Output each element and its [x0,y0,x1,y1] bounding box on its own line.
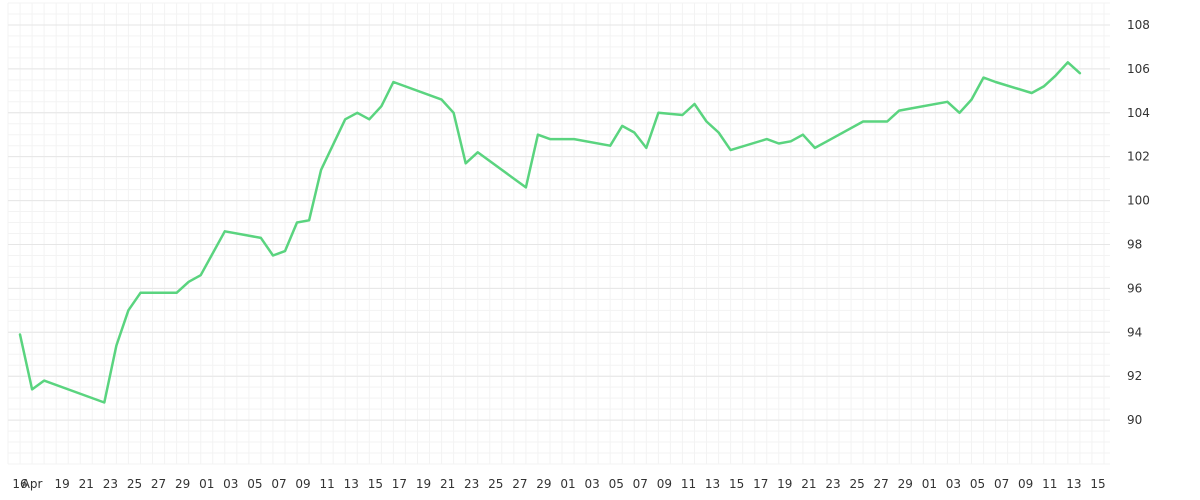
x-tick-label: 15 [368,477,383,491]
x-tick-label: 03 [584,477,599,491]
x-tick-label: 29 [898,477,913,491]
x-tick-label: 11 [320,477,335,491]
x-tick-label: 21 [440,477,455,491]
x-tick-label: 17 [753,477,768,491]
x-tick-label: 03 [946,477,961,491]
y-tick-label: 94 [1127,325,1142,339]
x-tick-label: 29 [175,477,190,491]
x-tick-label: 27 [512,477,527,491]
x-tick-label: 13 [1066,477,1081,491]
x-tick-label: 15 [1090,477,1105,491]
x-tick-label: 01 [199,477,214,491]
x-tick-label: 05 [247,477,262,491]
major-gridlines [8,24,1110,421]
y-tick-label: 102 [1127,150,1150,164]
x-tick-label: 19 [55,477,70,491]
x-tick-label: 25 [488,477,503,491]
x-tick-label: Apr [22,477,43,491]
x-tick-label: 23 [825,477,840,491]
x-tick-label: 05 [970,477,985,491]
x-tick-label: 27 [151,477,166,491]
x-tick-label: 27 [874,477,889,491]
series-line [18,61,1082,404]
x-tick-label: 11 [1042,477,1057,491]
x-tick-label: 19 [416,477,431,491]
y-tick-label: 96 [1127,281,1142,295]
x-tick-label: 29 [536,477,551,491]
x-tick-label: 21 [79,477,94,491]
y-axis: 90 92 94 96 98 100 102 104 106 108 [1127,18,1150,427]
x-tick-label: 25 [849,477,864,491]
x-tick-label: 09 [657,477,672,491]
y-tick-label: 92 [1127,369,1142,383]
series-layer [18,61,1082,404]
y-tick-label: 108 [1127,18,1150,32]
x-tick-label: 23 [464,477,479,491]
x-tick-label: 07 [994,477,1009,491]
x-tick-label: 15 [729,477,744,491]
x-tick-label: 25 [127,477,142,491]
x-tick-label: 13 [344,477,359,491]
x-tick-label: 17 [392,477,407,491]
x-tick-label: 01 [922,477,937,491]
x-tick-label: 05 [609,477,624,491]
x-tick-label: 13 [705,477,720,491]
x-tick-label: 09 [295,477,310,491]
y-tick-label: 106 [1127,62,1150,76]
x-tick-label: 19 [777,477,792,491]
y-tick-label: 104 [1127,106,1150,120]
x-tick-label: 03 [223,477,238,491]
y-tick-label: 90 [1127,413,1142,427]
x-tick-label: 07 [633,477,648,491]
x-tick-label: 01 [560,477,575,491]
x-tick-label: 23 [103,477,118,491]
y-tick-label: 100 [1127,194,1150,208]
x-tick-label: 07 [271,477,286,491]
y-tick-label: 98 [1127,237,1142,251]
x-tick-label: 16 [12,477,27,491]
x-tick-label: 21 [801,477,816,491]
x-tick-label: 09 [1018,477,1033,491]
x-tick-label: 11 [681,477,696,491]
